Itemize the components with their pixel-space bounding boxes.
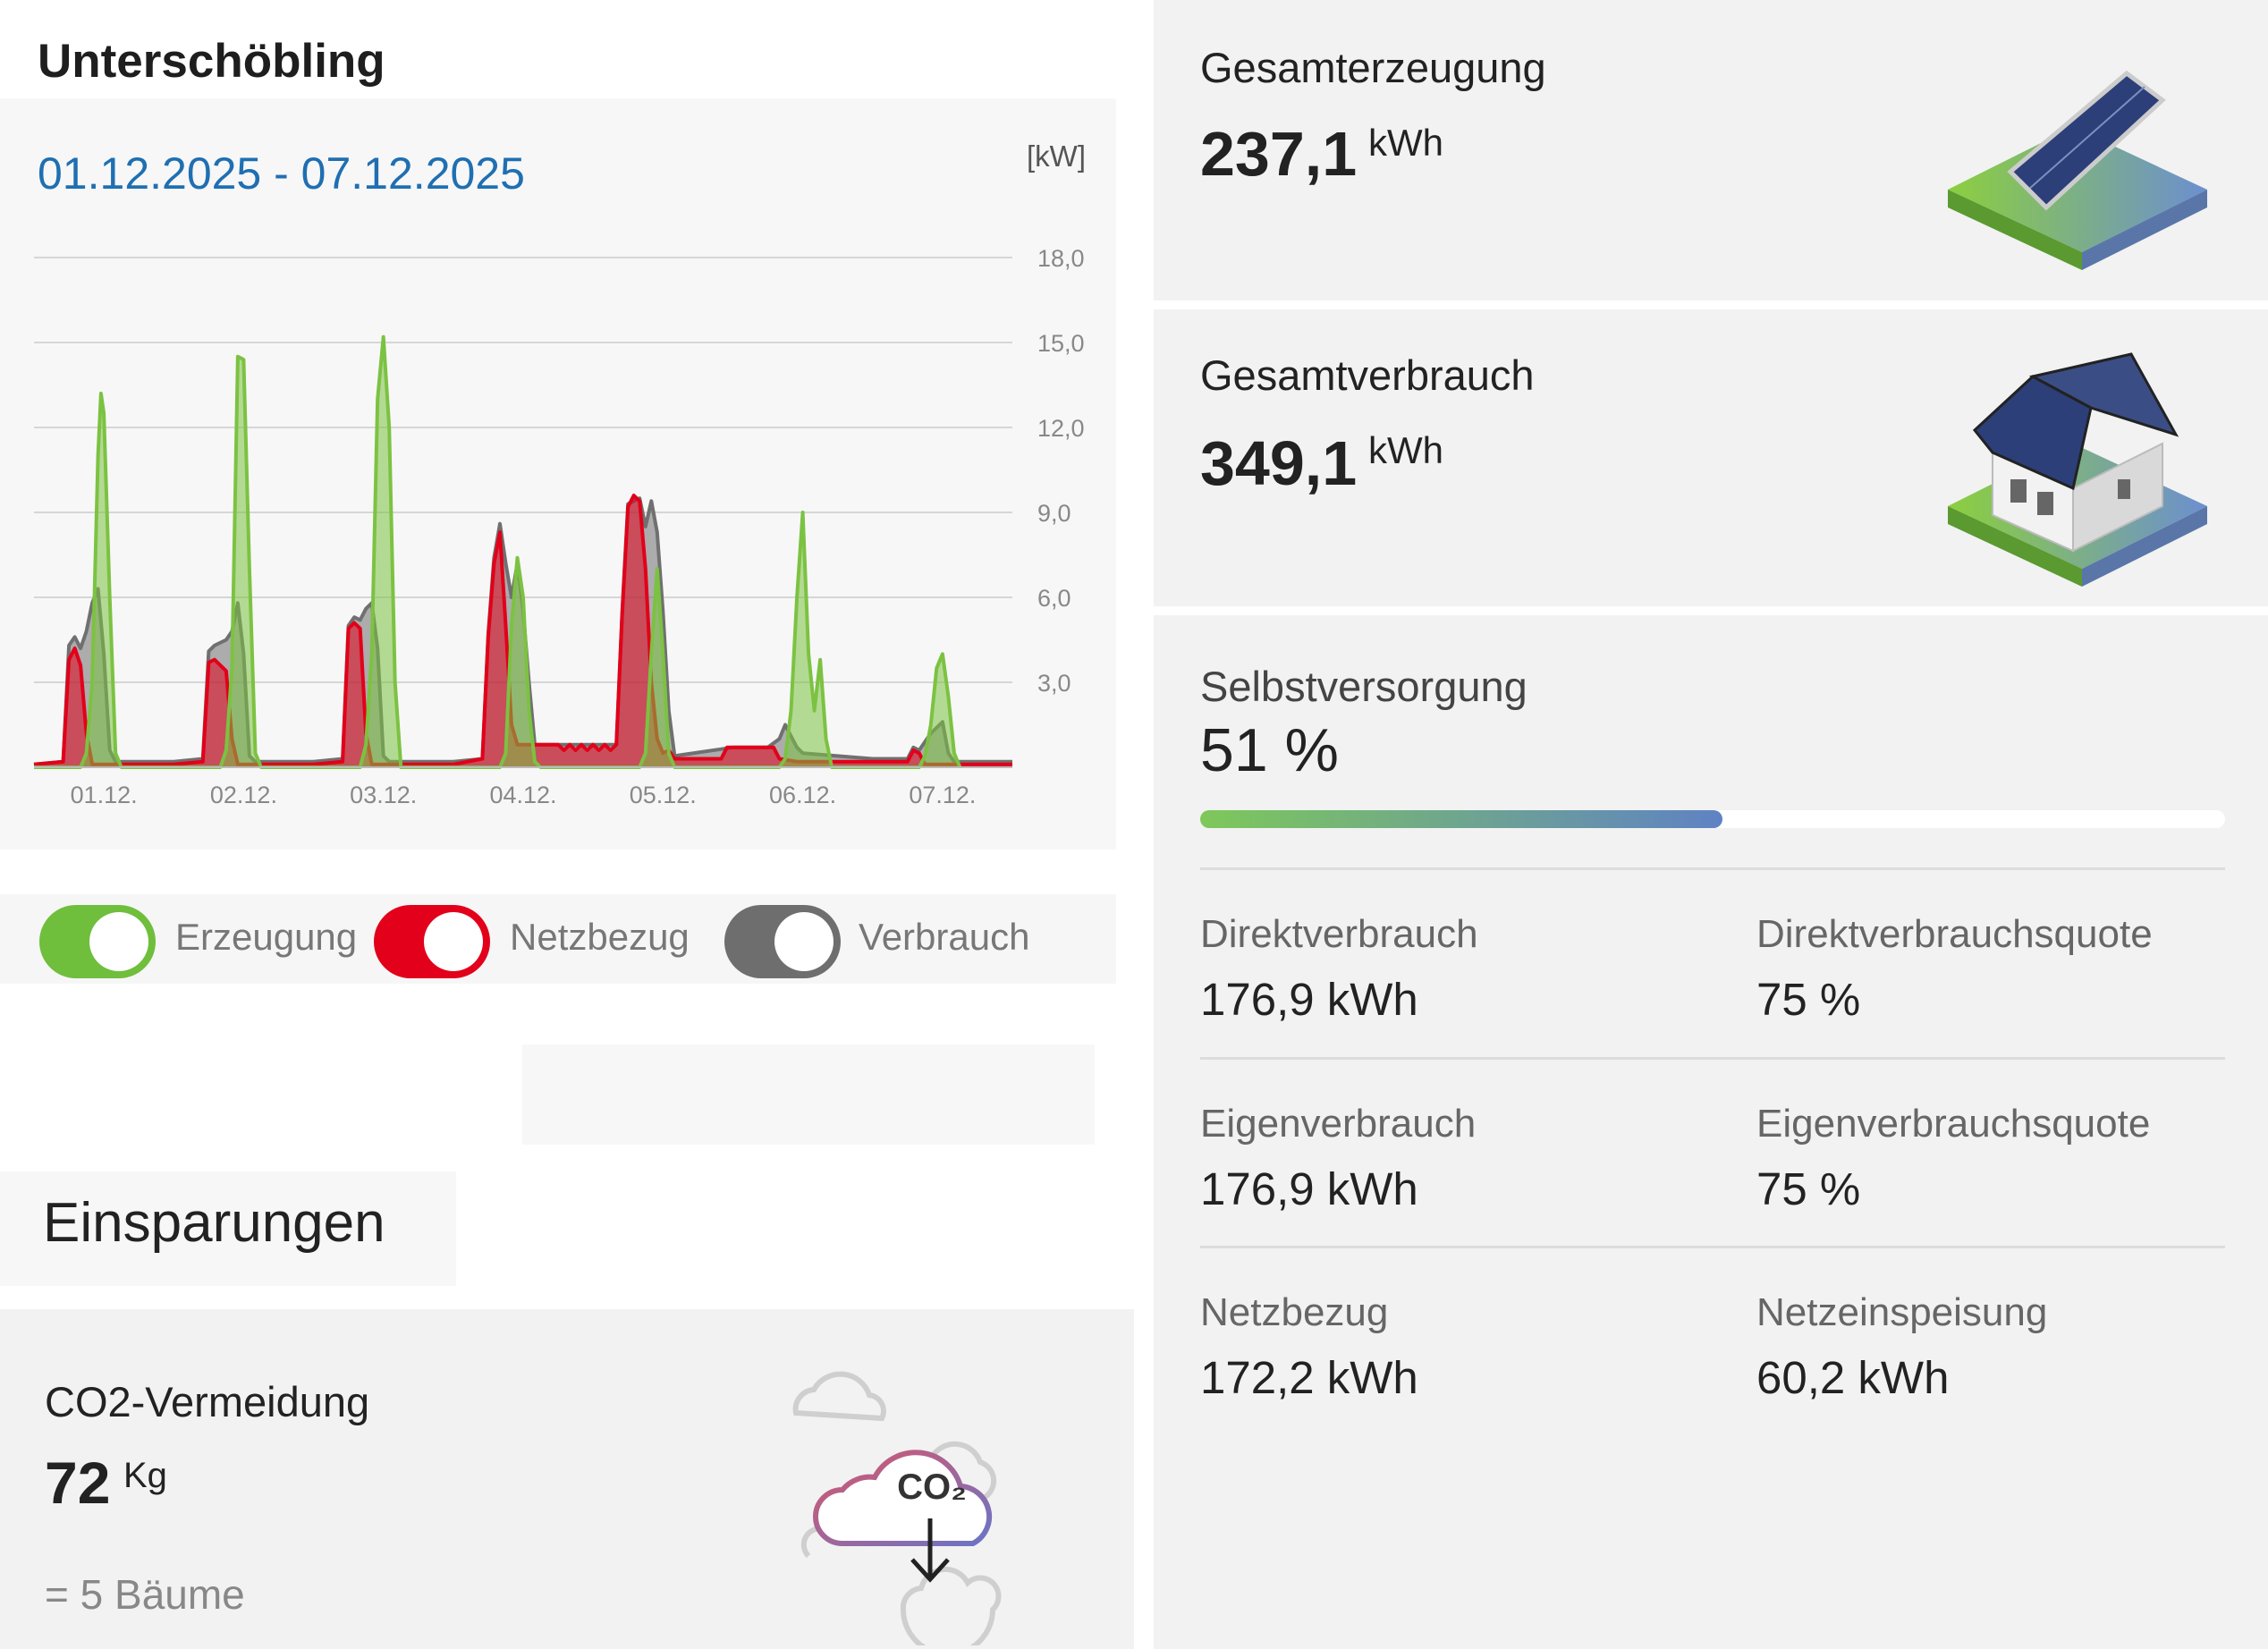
consumption-card: Gesamtverbrauch 349,1 kWh (1154, 309, 2268, 606)
divider (1200, 867, 2225, 870)
divider (1200, 1246, 2225, 1248)
toggle-knob (424, 912, 483, 971)
consumption-label: Gesamtverbrauch (1200, 351, 1535, 399)
x-tick-label: 04.12. (489, 782, 556, 808)
x-tick-label: 03.12. (350, 782, 417, 808)
solar-panel-icon (1948, 70, 2207, 270)
self-supply-card (1154, 615, 2268, 1649)
co2-label: CO2-Vermeidung (45, 1378, 370, 1425)
chart-legend (0, 894, 1116, 984)
consumption-value: 349,1 (1200, 428, 1358, 498)
y-tick-label: 18,0 (1037, 245, 1085, 272)
generation-label: Gesamterzeugung (1200, 44, 1546, 91)
series-line-netzbezug (33, 494, 1012, 766)
legend-label-netzbezug: Netzbezug (510, 916, 690, 958)
self-supply-progress-fill (1200, 810, 1723, 828)
legend-label-verbrauch: Verbrauch (859, 916, 1030, 958)
co2-value: 72 (45, 1450, 111, 1516)
date-range-selector[interactable]: 01.12.2025 - 07.12.2025 (38, 148, 525, 199)
x-tick-label: 06.12. (769, 782, 836, 808)
self-consumption-rate-label: Eigenverbrauchsquote (1756, 1102, 2151, 1146)
grid-import-value: 172,2 kWh (1200, 1352, 1418, 1403)
self-consumption-value: 176,9 kWh (1200, 1163, 1418, 1214)
toggle-netzbezug[interactable] (374, 905, 490, 978)
page-title: Unterschöbling (38, 35, 385, 88)
x-tick-label: 02.12. (210, 782, 277, 808)
y-tick-label: 3,0 (1037, 670, 1071, 697)
legend-label-erzeugung: Erzeugung (175, 916, 358, 958)
right-column: Gesamterzeugung 237,1 kWh Gesamtverbrauc… (1154, 0, 2268, 1649)
self-supply-progress-bar (1200, 810, 2225, 828)
direct-consumption-rate-label: Direktverbrauchsquote (1756, 912, 2153, 956)
y-tick-label: 15,0 (1037, 330, 1085, 357)
toggle-knob (89, 912, 148, 971)
self-supply-label: Selbstversorgung (1200, 663, 1528, 710)
savings-title: Einsparungen (43, 1192, 385, 1254)
chart-unit-label: [kW] (1027, 140, 1086, 173)
generation-unit: kWh (1368, 122, 1443, 164)
direct-consumption-rate-value: 75 % (1756, 974, 1861, 1025)
direct-consumption-label: Direktverbrauch (1200, 912, 1478, 956)
power-chart[interactable]: 3,0 6,0 9,0 12,0 15,0 18,0 01.12. 02.12. 03.12. 0… (0, 98, 1116, 832)
self-consumption-rate-value: 75 % (1756, 1163, 1861, 1214)
x-tick-label: 01.12. (71, 782, 138, 808)
x-tick-label: 05.12. (630, 782, 697, 808)
toggle-verbrauch[interactable] (724, 905, 841, 978)
generation-value: 237,1 (1200, 119, 1358, 189)
house-icon (1948, 352, 2207, 587)
co2-trees: = 5 Bäume (45, 1571, 245, 1618)
direct-consumption-value: 176,9 kWh (1200, 974, 1418, 1025)
grid-feed-in-label: Netzeinspeisung (1756, 1290, 2048, 1334)
y-tick-label: 9,0 (1037, 500, 1071, 527)
y-tick-label: 6,0 (1037, 585, 1071, 612)
savings-header: Einsparungen (0, 1171, 456, 1286)
x-tick-label: 07.12. (909, 782, 976, 808)
grid-import-label: Netzbezug (1200, 1290, 1389, 1334)
toggle-erzeugung[interactable] (39, 905, 156, 978)
empty-panel (522, 1044, 1095, 1145)
divider (1200, 1057, 2225, 1060)
left-column: Unterschöbling 01.12.2025 - 07.12.2025 [… (0, 35, 1134, 1649)
toggle-knob (774, 912, 834, 971)
consumption-unit: kWh (1368, 429, 1443, 471)
self-consumption-label: Eigenverbrauch (1200, 1102, 1477, 1146)
co2-cloud-icon: CO₂ (792, 1371, 1002, 1645)
self-supply-value: 51 % (1200, 716, 1339, 784)
generation-card: Gesamterzeugung 237,1 kWh (1154, 0, 2268, 300)
grid-feed-in-value: 60,2 kWh (1756, 1352, 1950, 1403)
co2-icon-text: CO₂ (897, 1467, 967, 1507)
co2-unit: Kg (123, 1456, 167, 1495)
y-tick-label: 12,0 (1037, 415, 1085, 442)
